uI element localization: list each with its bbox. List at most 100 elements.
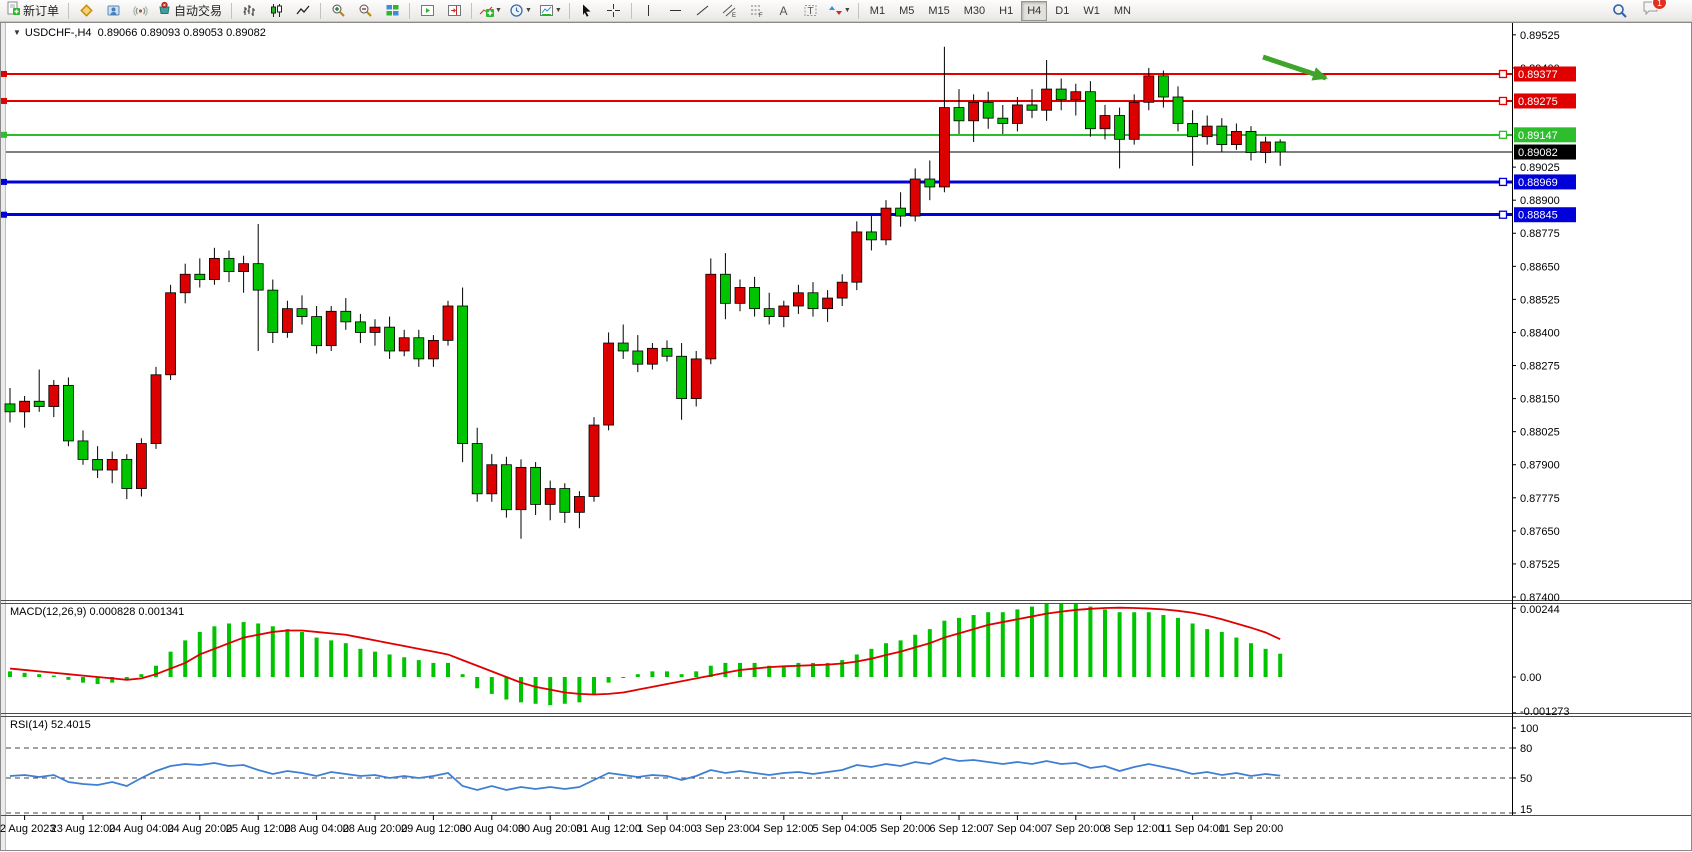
macd-pane: 0.00244 0.00 -0.001273 (8, 603, 1570, 718)
svg-text:0.88775: 0.88775 (1520, 228, 1560, 240)
gold-icon (79, 4, 93, 17)
zoom-out-icon (359, 4, 372, 17)
separator (471, 2, 473, 19)
rsi-line (9, 757, 1281, 791)
zoom-out-button[interactable] (352, 0, 378, 21)
notification-badge: 1 (1652, 0, 1667, 10)
svg-text:0.87650: 0.87650 (1520, 526, 1560, 538)
timeframe-M30[interactable]: M30 (963, 4, 986, 17)
trend-arrow-annotation[interactable] (1262, 54, 1328, 81)
search-icon[interactable] (1612, 3, 1628, 19)
separator (409, 2, 411, 19)
fibonacci-icon: F (751, 5, 763, 18)
hline-0.88969[interactable] (1, 177, 1512, 187)
candlestick-chart-button[interactable] (263, 0, 289, 21)
svg-text:0.87900: 0.87900 (1520, 460, 1560, 472)
macd-axis-ticks: 0.00244 0.00 -0.001273 (1512, 604, 1570, 718)
svg-text:4 Sep 12:00: 4 Sep 12:00 (754, 823, 813, 835)
auto-scroll-icon (420, 5, 434, 16)
svg-text:0.89525: 0.89525 (1520, 30, 1560, 42)
auto-scroll-button[interactable] (414, 0, 440, 21)
svg-text:31 Aug 12:00: 31 Aug 12:00 (576, 823, 641, 835)
hline-0.89147[interactable] (1, 130, 1512, 139)
tile-windows-button[interactable] (379, 0, 405, 21)
crosshair-button[interactable] (601, 0, 627, 21)
horizontal-line-button[interactable] (663, 0, 689, 21)
zoom-in-button[interactable] (325, 0, 351, 21)
timeframe-toolbar: M1 M5 M15 M30 H1 H4 D1 W1 MN (863, 0, 1138, 21)
templates-button[interactable]: ▼ (536, 0, 565, 21)
tile-windows-icon (386, 5, 399, 16)
separator (231, 2, 233, 19)
trendline-button[interactable] (690, 0, 716, 21)
svg-text:3 Sep 23:00: 3 Sep 23:00 (696, 823, 755, 835)
svg-text:5 Sep 04:00: 5 Sep 04:00 (813, 823, 872, 835)
trendline-icon (697, 5, 709, 16)
fibonacci-button[interactable]: F (744, 0, 770, 21)
chevron-down-icon: ▼ (524, 7, 532, 14)
svg-text:50: 50 (1520, 773, 1532, 785)
hline-0.88845[interactable] (1, 210, 1512, 219)
svg-text:0.89377: 0.89377 (1518, 69, 1558, 81)
svg-text:7 Sep 20:00: 7 Sep 20:00 (1046, 823, 1105, 835)
svg-text:22 Aug 2023: 22 Aug 2023 (0, 823, 55, 835)
timeframe-H4[interactable]: H4 (1021, 0, 1048, 21)
new-order-button[interactable]: 新订单 (3, 0, 64, 21)
chevron-down-icon: ▼ (554, 7, 562, 14)
timeframe-W1[interactable]: W1 (1083, 4, 1100, 17)
chart-shift-button[interactable] (441, 0, 467, 21)
price-chart-canvas[interactable]: 0.895250.894000.890250.889000.887750.886… (0, 22, 1692, 852)
svg-text:23 Aug 12:00: 23 Aug 12:00 (51, 823, 116, 835)
autotrading-button[interactable]: 自动交易 (154, 0, 227, 21)
text-label-button[interactable]: T (798, 0, 824, 21)
line-chart-button[interactable] (290, 0, 316, 21)
price-level-labels: 0.89377 0.89275 0.89147 0.89082 0.88969 0.888… (1514, 66, 1576, 223)
notifications-button[interactable]: 1 (1642, 0, 1667, 21)
chart-window: 0.895250.894000.890250.889000.887750.886… (0, 22, 1692, 852)
svg-text:28 Aug 20:00: 28 Aug 20:00 (343, 823, 408, 835)
svg-text:E: E (732, 13, 736, 18)
svg-text:A: A (780, 4, 788, 18)
timeframe-M5[interactable]: M5 (899, 4, 915, 17)
timeframe-M15[interactable]: M15 (928, 4, 950, 17)
vertical-line-button[interactable] (636, 0, 662, 21)
zoom-in-icon (332, 4, 345, 17)
signal-icon (132, 5, 148, 17)
candlestick-icon (270, 4, 282, 17)
timeframe-H1[interactable]: H1 (999, 4, 1014, 17)
horizontal-line-icon (670, 10, 682, 11)
text-label-icon: T (804, 5, 817, 17)
macd-signal-line (9, 606, 1281, 696)
bar-chart-button[interactable] (236, 0, 262, 21)
market-button[interactable] (73, 0, 99, 21)
equidistant-channel-button[interactable]: E (717, 0, 743, 21)
hline-0.89275[interactable] (1, 96, 1512, 106)
hline-0.89377[interactable] (1, 69, 1512, 79)
clock-icon (510, 4, 523, 17)
separator (320, 2, 322, 19)
timeframe-D1[interactable]: D1 (1055, 4, 1070, 17)
svg-text:0.88525: 0.88525 (1520, 294, 1560, 306)
periods-button[interactable]: ▼ (506, 0, 535, 21)
indicators-button[interactable]: ▼ (476, 0, 505, 21)
cursor-button[interactable] (574, 0, 600, 21)
arrows-button[interactable]: ▼ (825, 0, 854, 21)
svg-text:0.88845: 0.88845 (1518, 210, 1558, 222)
timeframe-MN[interactable]: MN (1113, 4, 1131, 17)
signals-button[interactable] (127, 0, 153, 21)
svg-text:0.88400: 0.88400 (1520, 327, 1560, 339)
text-button[interactable]: A (771, 0, 797, 21)
svg-text:1 Sep 04:00: 1 Sep 04:00 (637, 823, 696, 835)
timeframe-M1[interactable]: M1 (869, 4, 886, 17)
svg-text:T: T (808, 6, 814, 17)
community-button[interactable] (100, 0, 126, 21)
separator (68, 2, 70, 19)
svg-text:28 Aug 04:00: 28 Aug 04:00 (284, 823, 349, 835)
svg-text:24 Aug 04:00: 24 Aug 04:00 (109, 823, 174, 835)
svg-text:5 Sep 20:00: 5 Sep 20:00 (871, 823, 930, 835)
svg-text:100: 100 (1520, 723, 1538, 735)
autotrading-icon (157, 1, 172, 21)
svg-text:0.89025: 0.89025 (1520, 162, 1560, 174)
indicators-icon (479, 6, 495, 17)
